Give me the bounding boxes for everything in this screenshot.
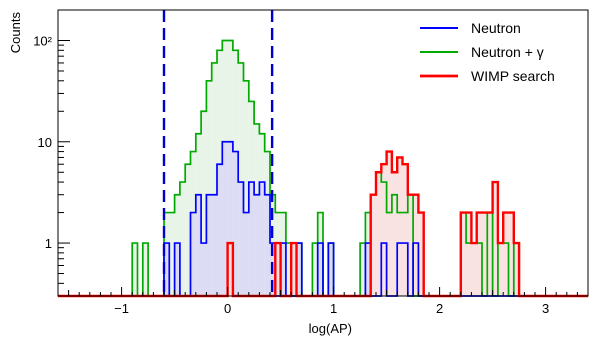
bar-fill-wimp-search: [508, 212, 514, 296]
bar-fill-wimp-search: [391, 172, 398, 296]
bar-fill-neutron: [179, 182, 186, 296]
bar-fill-wimp-search: [376, 172, 382, 296]
bar-fill-neutron: [296, 243, 302, 296]
y-axis: 1 10 10²: [33, 9, 70, 297]
bar-fill-neutron: [238, 182, 244, 296]
bar-fill-wimp-search: [497, 243, 504, 296]
bar-fill-wimp-search: [460, 212, 467, 296]
x-axis: −1 0 1 2 3: [57, 287, 589, 316]
y-tick-label: 1: [45, 236, 52, 251]
x-tick-label: 0: [224, 301, 231, 316]
bar-fill-neutron: [206, 194, 212, 296]
bar-fill-neutron: [312, 243, 318, 296]
y-axis-title: Counts: [8, 12, 23, 54]
y-tick-label: 10: [38, 135, 52, 150]
bar-fill-wimp-search: [413, 194, 419, 296]
bar-fill-wimp-search: [407, 194, 414, 296]
bar-fill-neutron: [185, 164, 191, 296]
bar-fill-neutron: [169, 212, 175, 296]
bar-fill-wimp-search: [503, 212, 509, 296]
x-tick-label: −1: [114, 301, 129, 316]
bar-fill-neutron: [201, 111, 207, 296]
bar-fill-neutron: [190, 212, 196, 296]
legend-label-wimp-search: WIMP search: [471, 68, 555, 84]
bar-fill-neutron: [317, 243, 323, 296]
bar-fill-neutron: [201, 243, 207, 296]
bar-fill-neutron: [285, 243, 292, 296]
bar-fill-neutron: [360, 243, 366, 296]
bar-fill-neutron: [174, 243, 180, 296]
bar-fill-wimp-search: [227, 243, 233, 296]
bar-fill-neutron: [328, 243, 334, 296]
bar-fill-neutron: [232, 151, 239, 296]
bar-fill-neutron: [211, 194, 217, 296]
cut-lines: [162, 10, 274, 296]
bar-fill-wimp-search: [476, 212, 482, 296]
bar-fill-neutron: [164, 243, 170, 296]
bar-fill-wimp-search: [487, 212, 493, 296]
bar-fill-neutron: [264, 194, 270, 296]
bar-fill-neutron: [227, 141, 233, 296]
bar-fill-wimp-search: [370, 194, 376, 296]
bar-fill-neutron: [238, 62, 244, 296]
x-axis-title: log(AP): [309, 321, 352, 336]
bar-fill-wimp-search: [397, 157, 403, 296]
bar-fill-wimp-search: [386, 151, 392, 296]
bar-fill-wimp-search: [402, 164, 408, 296]
bar-fill-neutron: [365, 243, 371, 296]
bar-fill-wimp-search: [466, 212, 472, 296]
legend-label-neutron: Neutron: [471, 20, 521, 36]
bar-fill-wimp-search: [381, 164, 387, 296]
bar-fill-neutron: [217, 164, 223, 296]
bar-fill-wimp-search: [471, 243, 477, 296]
bar-fill-neutron: [142, 243, 149, 296]
legend-label-neutron: Neutron + γ: [471, 44, 544, 60]
y-tick-label: 10²: [33, 33, 52, 48]
bar-fill-neutron: [195, 194, 202, 296]
bar-fill-neutron: [280, 243, 286, 296]
bar-fill-wimp-search: [513, 243, 520, 296]
bar-fill-neutron: [259, 182, 265, 296]
series-line-neutron: [58, 140, 588, 297]
bar-fill-neutron: [211, 62, 217, 296]
bar-fill-wimp-search: [418, 212, 424, 296]
bar-fill-wimp-search: [291, 243, 297, 296]
x-tick-label: 2: [436, 301, 443, 316]
bar-fill-wimp-search: [482, 212, 488, 296]
bar-fill-wimp-search: [275, 243, 281, 296]
bar-fill-neutron: [206, 80, 212, 296]
bar-fill-neutron: [222, 141, 228, 296]
legend: Neutron Neutron + γ WIMP search: [420, 20, 555, 84]
bar-fill-neutron: [132, 243, 138, 296]
bar-fill-wimp-search: [492, 182, 498, 296]
x-tick-label: 1: [330, 301, 337, 316]
bar-fill-neutron: [243, 212, 249, 296]
bar-fill-neutron: [243, 80, 249, 296]
x-tick-label: 3: [542, 301, 549, 316]
bar-fill-neutron: [248, 182, 255, 296]
series-fills: [132, 40, 520, 297]
bar-fill-neutron: [254, 194, 260, 296]
